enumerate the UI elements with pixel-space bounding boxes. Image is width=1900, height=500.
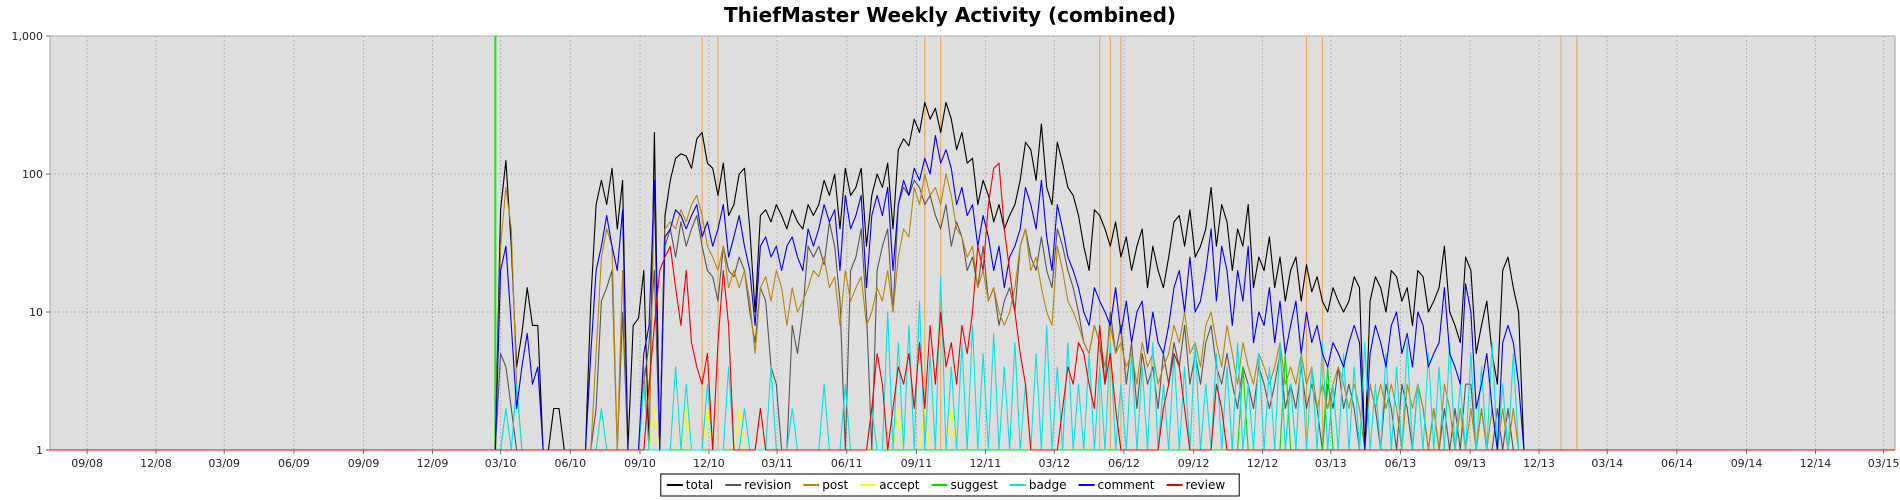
x-tick-label: 03/15: [1868, 457, 1900, 470]
x-tick-label: 03/14: [1591, 457, 1623, 470]
legend-box: [660, 473, 1240, 497]
legend-item-accept: accept: [860, 478, 920, 492]
x-tick-label: 12/08: [140, 457, 172, 470]
x-tick-label: 03/12: [1038, 457, 1070, 470]
x-tick-label: 09/13: [1454, 457, 1486, 470]
legend-label-revision: revision: [744, 478, 791, 492]
x-tick-label: 09/14: [1731, 457, 1763, 470]
x-tick-label: 12/12: [1247, 457, 1279, 470]
axes: 1 10 100 1,000 09/08 12/08 03/09 06/09 09/09 12/0…: [12, 30, 1900, 470]
x-tick-label: 06/09: [278, 457, 310, 470]
series-lines: [50, 101, 1895, 451]
legend-label-review: review: [1186, 478, 1226, 492]
legend: total revision post accept suggest badge comme…: [660, 473, 1240, 497]
x-tick-label: 12/09: [417, 457, 449, 470]
legend-label-total: total: [686, 478, 713, 492]
legend-item-review: review: [1166, 478, 1226, 492]
y-tick-label: 1: [36, 444, 43, 457]
x-tick-label: 09/09: [348, 457, 380, 470]
x-tick-label: 09/08: [71, 457, 103, 470]
y-tick-label: 1,000: [12, 30, 44, 43]
x-tick-label: 12/10: [693, 457, 725, 470]
y-tick-label: 10: [29, 306, 43, 319]
x-tick-label: 09/12: [1178, 457, 1210, 470]
legend-item-comment: comment: [1078, 478, 1155, 492]
x-tick-label: 06/14: [1661, 457, 1693, 470]
x-tick-label: 06/12: [1108, 457, 1140, 470]
x-tick-label: 03/11: [761, 457, 793, 470]
x-tick-label: 12/13: [1523, 457, 1555, 470]
y-tick-label: 100: [22, 168, 43, 181]
legend-item-revision: revision: [725, 478, 791, 492]
legend-label-accept: accept: [879, 478, 920, 492]
x-tick-label: 09/11: [901, 457, 933, 470]
x-tick-label: 03/13: [1315, 457, 1347, 470]
chart-title: ThiefMaster Weekly Activity (combined): [724, 3, 1176, 27]
x-tick-label: 12/11: [970, 457, 1002, 470]
x-tick-label: 12/14: [1800, 457, 1832, 470]
legend-label-suggest: suggest: [951, 478, 999, 492]
legend-item-badge: badge: [1009, 478, 1067, 492]
legend-label-post: post: [822, 478, 848, 492]
series-line-review: [50, 162, 1895, 451]
legend-label-badge: badge: [1029, 478, 1067, 492]
legend-label-comment: comment: [1098, 478, 1155, 492]
legend-item-suggest: suggest: [931, 478, 999, 492]
x-tick-label: 03/09: [208, 457, 240, 470]
x-tick-label: 06/13: [1385, 457, 1417, 470]
x-tick-label: 06/11: [831, 457, 863, 470]
x-tick-label: 06/10: [554, 457, 586, 470]
legend-item-total: total: [666, 478, 713, 492]
x-tick-label: 09/10: [624, 457, 656, 470]
legend-item-post: post: [803, 478, 849, 492]
x-tick-label: 03/10: [485, 457, 517, 470]
plot-area: [49, 35, 1896, 451]
